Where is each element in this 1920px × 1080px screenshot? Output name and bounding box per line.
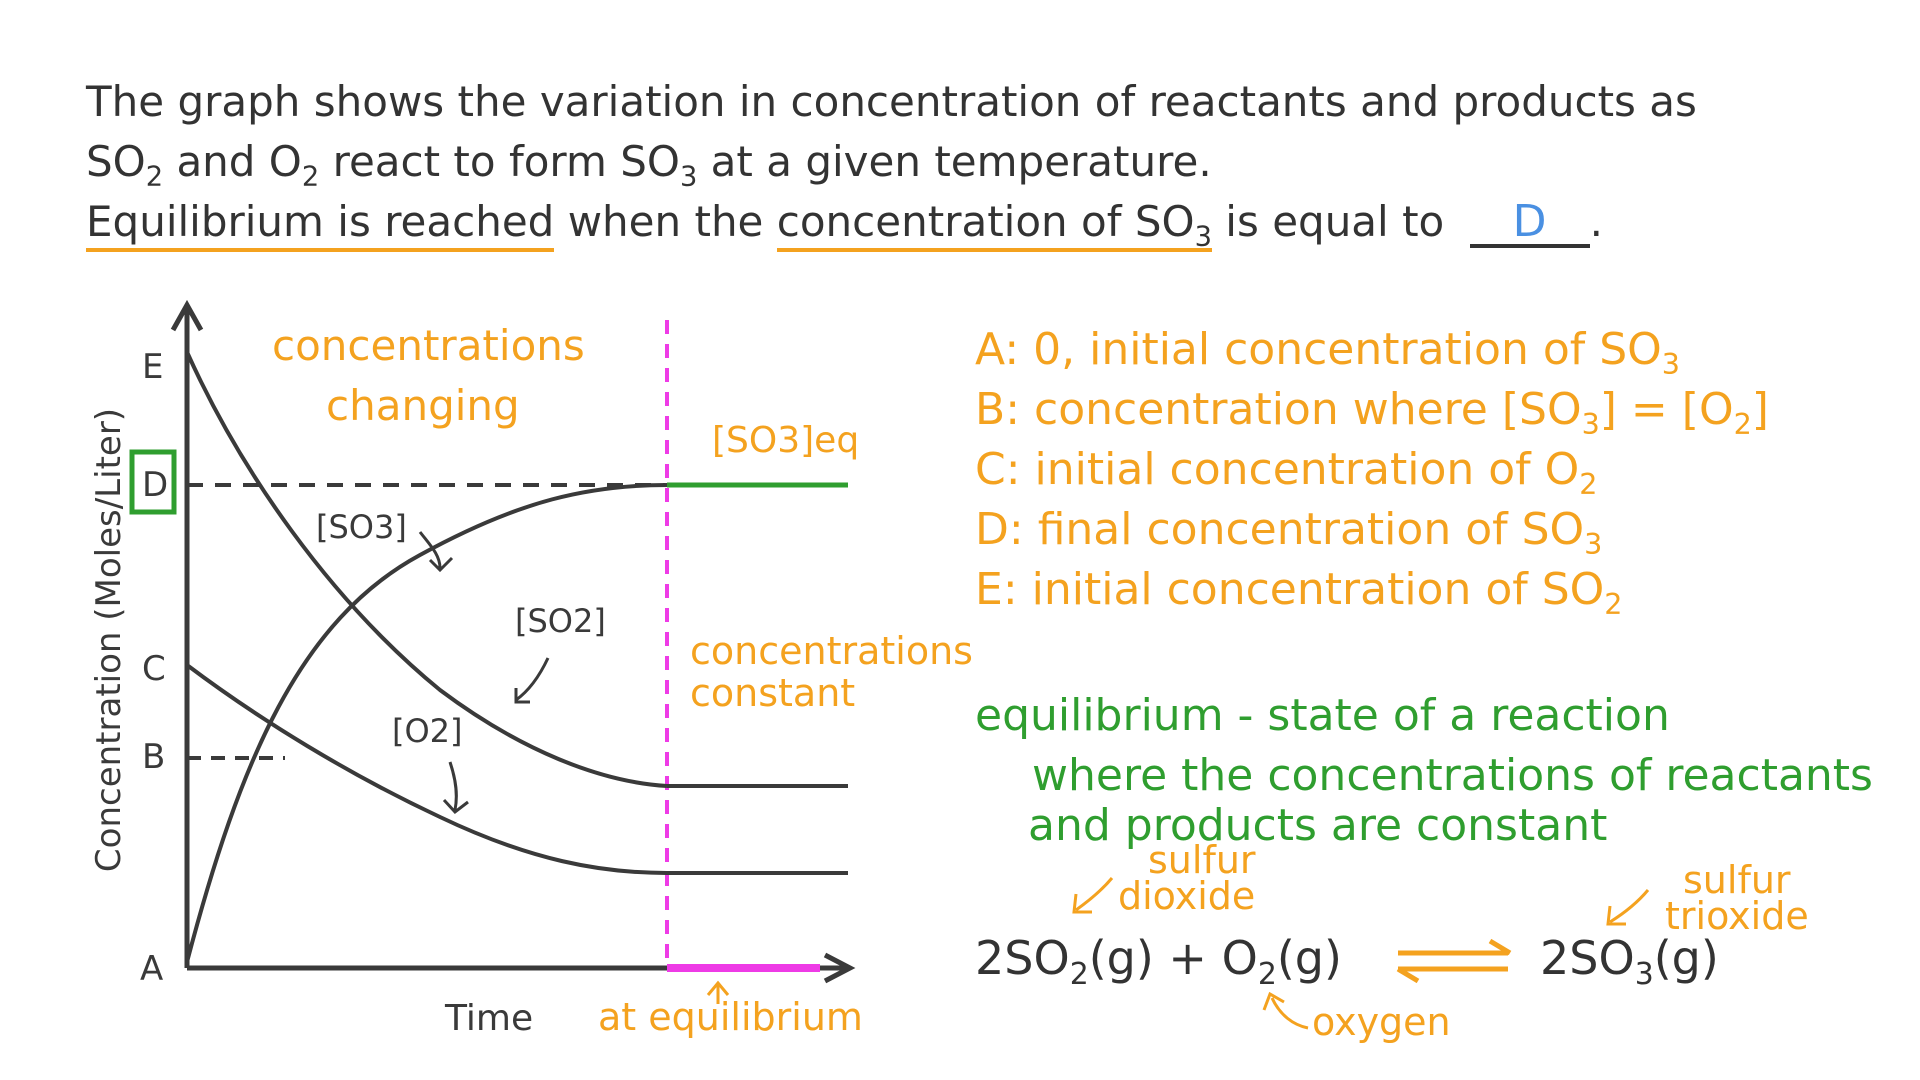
- legend-text-e: initial concentration of SO: [1031, 564, 1605, 615]
- label-so3: [SO3]: [316, 508, 407, 546]
- definition-line-2: where the concentrations of reactants: [1032, 750, 1873, 801]
- equation-products: 2SO3(g): [1540, 930, 1719, 1003]
- legend-text-b2: ] = [O: [1599, 384, 1734, 435]
- so3-eq-label: [SO3]eq: [712, 420, 859, 461]
- legend-sub-c: 2: [1579, 466, 1598, 501]
- o2-curve: [185, 663, 668, 875]
- so2-text: SO: [86, 137, 146, 186]
- legend-sub-e: 2: [1604, 586, 1623, 621]
- legend-item-e: E: initial concentration of SO2: [975, 564, 1623, 621]
- equation-reactants: 2SO2(g) + O2(g): [975, 930, 1342, 1003]
- eq-2so3: 2SO: [1540, 931, 1635, 985]
- concentration-so3-sub: 3: [1194, 221, 1212, 253]
- label-sulfur-dioxide: sulfur dioxide: [1118, 838, 1256, 918]
- definition-line-1: equilibrium - state of a reaction: [975, 690, 1670, 741]
- legend-text-d: final concentration of SO: [1037, 504, 1585, 555]
- eq-plus-o: (g) + O: [1088, 931, 1258, 985]
- y-axis-label: Concentration (Moles/Liter): [89, 408, 129, 872]
- question-line-1: The graph shows the variation in concent…: [86, 72, 1697, 132]
- equal-to-text: is equal to: [1211, 197, 1458, 246]
- x-axis-label: Time: [444, 998, 533, 1039]
- eq-so2-sub: 2: [1069, 957, 1089, 993]
- definition-line-3: and products are constant: [1028, 800, 1608, 851]
- legend-letter-c: C: [975, 444, 1006, 495]
- legend-sub-b: 3: [1581, 406, 1600, 441]
- so3-sub: 3: [679, 161, 698, 193]
- legend-sub-a: 3: [1661, 346, 1680, 381]
- legend-letter-d: D: [975, 504, 1009, 555]
- label-so2: [SO2]: [515, 602, 606, 640]
- label-oxygen: oxygen: [1312, 1000, 1451, 1044]
- when-the-text: when the: [554, 197, 777, 246]
- label-sulfur-1: sulfur: [1148, 838, 1256, 882]
- tick-c: C: [142, 649, 166, 689]
- tick-b: B: [142, 737, 165, 777]
- arrow-so3: [418, 531, 454, 573]
- legend-text-a: 0, initial concentration of SO: [1033, 324, 1662, 375]
- legend-letter-a: A: [975, 324, 1005, 375]
- so2-curve: [185, 351, 668, 788]
- legend-letter-b: B: [975, 384, 1006, 435]
- constant-label-1: concentrations: [690, 629, 973, 673]
- concentration-so3-underlined: concentration of SO3: [776, 197, 1212, 253]
- at-equilibrium-label: at equilibrium: [598, 995, 863, 1039]
- label-sulfur-trioxide: sulfur trioxide: [1665, 858, 1809, 938]
- tick-d: D: [142, 465, 168, 505]
- legend-text-c: initial concentration of O: [1034, 444, 1580, 495]
- eq-2so: 2SO: [975, 931, 1070, 985]
- arrow-oxygen: [1262, 991, 1309, 1030]
- label-sulfur-2: sulfur: [1683, 858, 1791, 902]
- legend-sub-d: 3: [1584, 526, 1603, 561]
- legend-sub-b2: 2: [1733, 406, 1752, 441]
- label-trioxide: trioxide: [1665, 894, 1809, 938]
- label-o2: [O2]: [392, 712, 463, 750]
- legend-text-b3: ]: [1751, 384, 1769, 435]
- question-line-2: SO2 and O2 react to form SO3 at a given …: [86, 132, 1212, 207]
- legend-item-a: A: 0, initial concentration of SO3: [975, 324, 1680, 381]
- o2-text: and O: [163, 137, 302, 186]
- tick-e: E: [142, 347, 163, 387]
- x-axis-arrow: [823, 952, 856, 984]
- label-dioxide: dioxide: [1118, 874, 1256, 918]
- legend-item-b: B: concentration where [SO3] = [O2]: [975, 384, 1769, 441]
- arrow-sulfur-dioxide: [1072, 877, 1114, 914]
- arrow-o2: [442, 761, 469, 815]
- legend-item-d: D: final concentration of SO3: [975, 504, 1603, 561]
- eq-o2-sub: 2: [1257, 957, 1277, 993]
- legend-item-c: C: initial concentration of O2: [975, 444, 1598, 501]
- concentration-of-so-text: concentration of SO: [776, 197, 1195, 246]
- eq-so3-state: (g): [1653, 931, 1719, 985]
- legend-text-b: concentration where [SO: [1034, 384, 1582, 435]
- constant-label-2: constant: [690, 671, 855, 715]
- o2-sub: 2: [301, 161, 320, 193]
- equilibrium-reached-text: Equilibrium is reached: [86, 197, 555, 252]
- question-line-3: Equilibrium is reached when the concentr…: [86, 192, 1603, 267]
- tick-a: A: [140, 949, 163, 989]
- temperature-text: at a given temperature.: [697, 137, 1212, 186]
- legend-letter-e: E: [975, 564, 1003, 615]
- so3-text: react to form SO: [319, 137, 680, 186]
- arrow-sulfur-trioxide: [1606, 889, 1650, 926]
- changing-label-1: concentrations: [272, 321, 585, 370]
- answer-blank: D: [1469, 200, 1590, 248]
- tick-d-box: [129, 449, 177, 515]
- period: .: [1589, 197, 1603, 246]
- question-text-1: The graph shows the variation in concent…: [86, 77, 1697, 126]
- eq-o2-state: (g): [1276, 931, 1342, 985]
- equilibrium-arrows-icon: [1396, 938, 1512, 984]
- at-equilibrium-arrow: [706, 980, 730, 1004]
- arrow-so2: [514, 657, 550, 704]
- y-axis-arrow: [170, 299, 204, 332]
- eq-so3-sub: 3: [1634, 957, 1654, 993]
- so2-sub: 2: [145, 161, 164, 193]
- changing-label-2: changing: [326, 381, 520, 430]
- so3-curve: [185, 483, 668, 963]
